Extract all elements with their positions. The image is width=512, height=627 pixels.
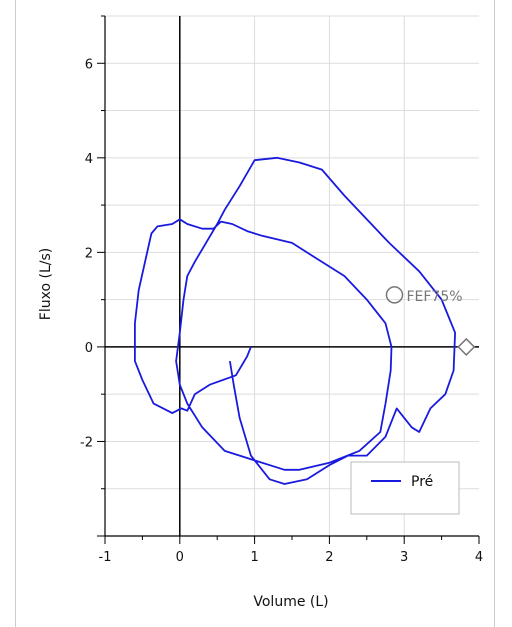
legend[interactable]: Pré <box>350 461 460 515</box>
annotation-layer: FEF75% <box>385 286 476 356</box>
endpoint-diamond-marker <box>457 337 476 356</box>
fef75-marker <box>385 286 404 304</box>
chart-frame <box>15 0 495 627</box>
x-tick-label: 4 <box>475 550 483 565</box>
legend-box <box>350 461 460 515</box>
y-tick-label: -2 <box>80 435 93 450</box>
x-tick-label: 3 <box>400 550 408 565</box>
y-tick-label: 2 <box>85 246 93 261</box>
axes <box>104 16 479 537</box>
x-tick-label: 1 <box>250 550 258 565</box>
series-line-pre <box>133 156 457 485</box>
y-axis-title: Fluxo (L/s) <box>38 248 54 320</box>
y-tick-label: 4 <box>85 152 93 167</box>
x-tick-label: -1 <box>99 550 112 565</box>
x-tick-label: 2 <box>325 550 333 565</box>
fef75-label: FEF75% <box>406 289 462 305</box>
x-tick-label: 0 <box>176 550 184 565</box>
legend-label: Pré <box>411 474 433 490</box>
y-tick-label: 6 <box>85 57 93 72</box>
ticks: -1 0 1 2 3 4 -2 0 2 4 6 <box>80 15 483 565</box>
x-axis-title: Volume (L) <box>253 594 328 610</box>
y-tick-label: 0 <box>85 341 93 356</box>
series-layer <box>133 156 457 485</box>
